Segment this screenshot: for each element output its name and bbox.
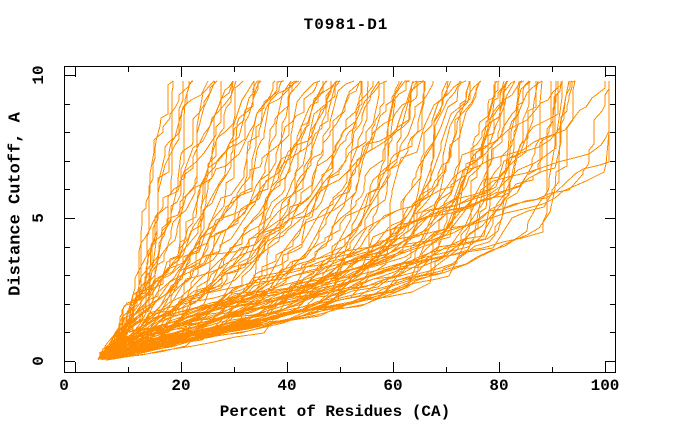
model-accuracy-curves [97,80,610,361]
x-tick-label: 0 [59,377,69,395]
plot-border-and-ticks [64,66,616,373]
x-tick-label: 60 [383,377,403,395]
x-tick-label: 20 [171,377,191,395]
chart-title: T0981-D1 [303,16,389,34]
x-tick-label: 40 [277,377,297,395]
x-tick-label: 100 [590,377,620,395]
x-tick-label: 80 [489,377,509,395]
y-tick-label: 10 [30,65,48,85]
x-axis-label: Percent of Residues (CA) [219,403,451,421]
y-tick-label: 0 [30,356,48,366]
y-tick-label: 5 [30,213,48,223]
